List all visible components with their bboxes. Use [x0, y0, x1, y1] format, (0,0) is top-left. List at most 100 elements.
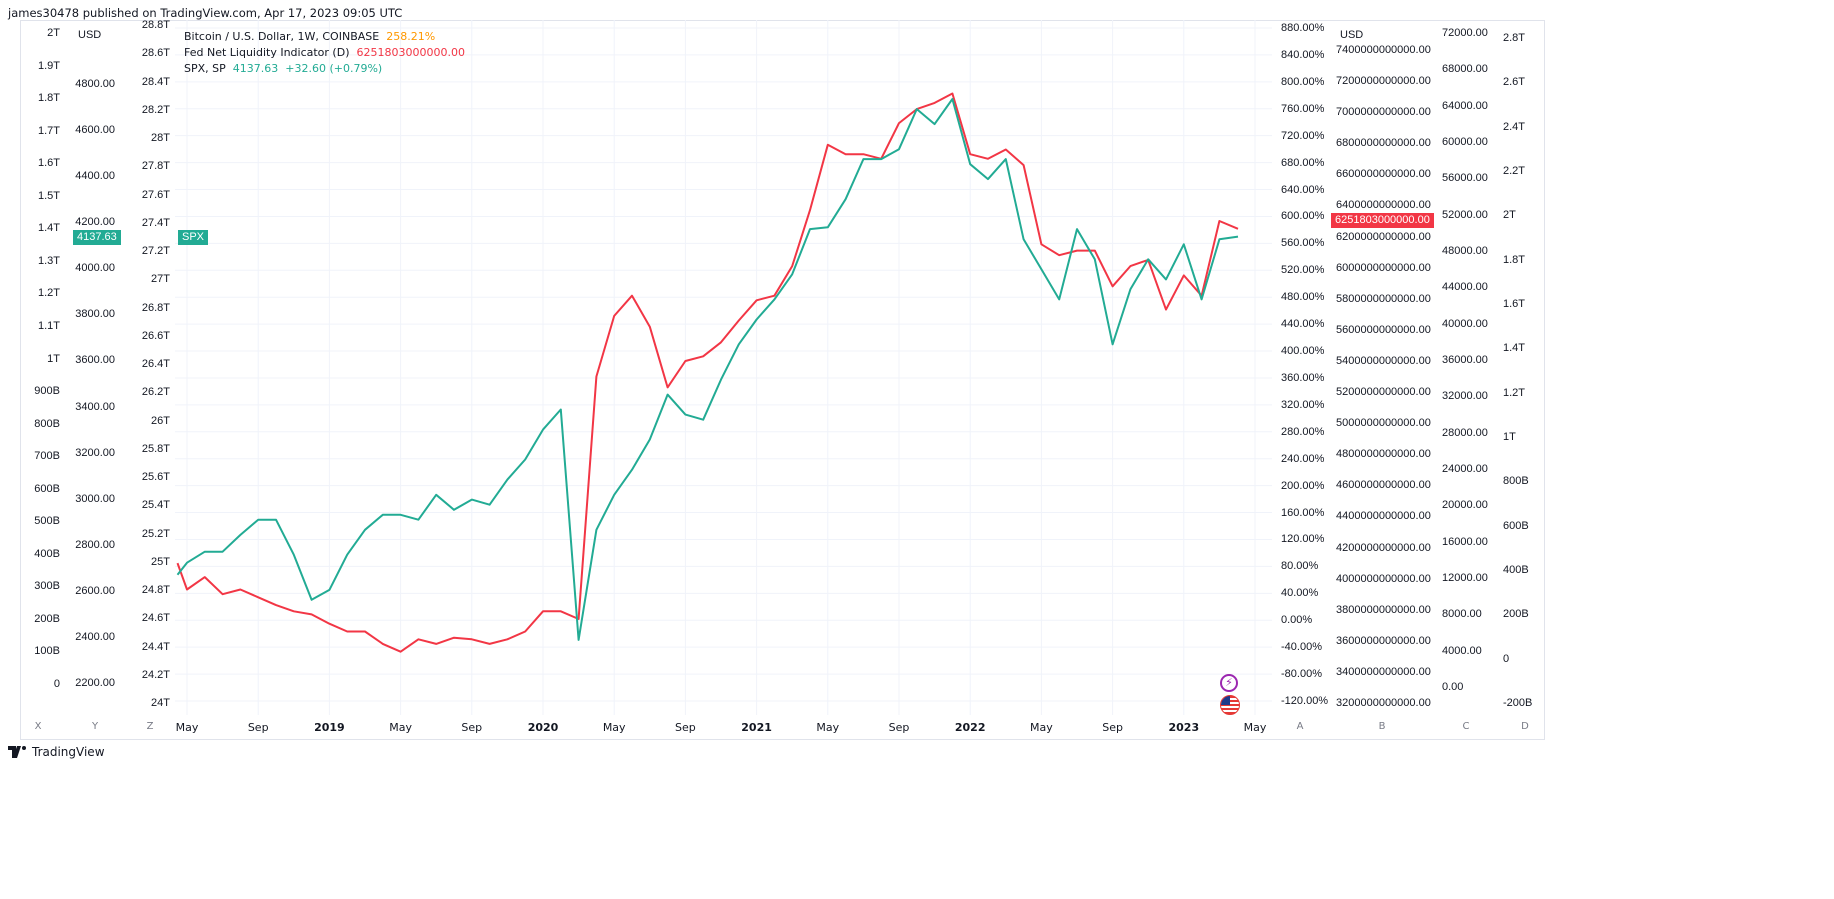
- right-axis-2-tick: 6800000000000.00: [1336, 137, 1431, 150]
- legend-fed: Fed Net Liquidity Indicator (D) 62518030…: [184, 45, 465, 61]
- scale-button-b[interactable]: B: [1378, 721, 1386, 732]
- right-axis-4-tick: 1.6T: [1503, 298, 1526, 310]
- spx-line: [176, 98, 1239, 641]
- right-axis-2-tick: 5200000000000.00: [1336, 386, 1431, 399]
- scale-button-d[interactable]: D: [1521, 721, 1529, 732]
- left-axis-2-tick: 2600.00: [75, 584, 115, 597]
- left-axis-2-tick: 2800.00: [75, 538, 115, 551]
- right-axis-1-tick: 720.00%: [1281, 129, 1325, 142]
- right-axis-4-tick: 1.2T: [1503, 386, 1526, 399]
- x-axis-tick: Sep: [675, 721, 696, 734]
- x-axis-tick: 2019: [314, 721, 345, 734]
- left-axis-3-tick: 24.6T: [141, 612, 170, 625]
- left-axis-1-tick: 1.9T: [37, 59, 60, 72]
- right-axis-3-tick: 64000.00: [1442, 99, 1488, 112]
- right-axis-1-tick: 880.00%: [1281, 22, 1325, 34]
- right-axis-1-tick: 280.00%: [1281, 425, 1325, 438]
- left-axis-1-tick: 800B: [34, 417, 60, 430]
- right-axis-4-tick: 1T: [1503, 431, 1516, 443]
- x-axis-tick: Sep: [461, 721, 483, 734]
- right-axis-2-tick: 4800000000000.00: [1336, 448, 1431, 461]
- us-flag-event-icon[interactable]: [1220, 695, 1240, 715]
- right-axis-1-tick: 440.00%: [1281, 318, 1325, 331]
- right-axis-4-tick: 2.2T: [1503, 165, 1526, 177]
- left-axis-3-tick: 25.6T: [141, 471, 170, 483]
- left-axis-3-tick: 26.6T: [141, 329, 170, 342]
- scale-button-y[interactable]: Y: [91, 721, 99, 732]
- scale-button-c[interactable]: C: [1462, 721, 1470, 732]
- right-axis-3-tick: 44000.00: [1442, 281, 1488, 294]
- right-axis-1-tick: 560.00%: [1281, 237, 1325, 250]
- right-axis-2-tick: 5000000000000.00: [1336, 417, 1431, 430]
- right-axis-4-tick: 2.4T: [1503, 120, 1526, 133]
- scale-button-a[interactable]: A: [1296, 721, 1304, 732]
- right-axis-1-tick: -80.00%: [1281, 668, 1322, 681]
- right-axis-4-tick: 600B: [1503, 519, 1529, 532]
- legend: Bitcoin / U.S. Dollar, 1W, COINBASE 258.…: [184, 29, 465, 77]
- lightning-event-icon[interactable]: ⚡: [1220, 674, 1238, 692]
- right-axis-3-tick: 52000.00: [1442, 208, 1488, 221]
- right-axis-3-tick: 0.00: [1442, 681, 1464, 693]
- left-axis-2-tick: 3400.00: [75, 400, 115, 413]
- x-axis-tick: May: [389, 721, 412, 734]
- right-axis-2-tick: 7200000000000.00: [1336, 75, 1431, 88]
- currency-label: USD: [1340, 29, 1364, 41]
- left-axis-3-tick: 27.2T: [141, 245, 170, 257]
- right-axis-2-tick: 7400000000000.00: [1336, 44, 1431, 56]
- x-axis-tick: May: [602, 721, 626, 734]
- footer: TradingView: [8, 745, 105, 759]
- right-axis-2-tick: 4000000000000.00: [1336, 572, 1431, 585]
- right-axis-1-tick: 240.00%: [1281, 452, 1325, 465]
- right-axis-1-tick: 200.00%: [1281, 479, 1325, 492]
- left-axis-1-tick: 700B: [34, 450, 60, 463]
- scale-button-z[interactable]: Z: [146, 721, 154, 732]
- left-axis-1-tick: 300B: [34, 580, 60, 593]
- left-axis-2-tick: 3000.00: [75, 492, 115, 505]
- left-axis-3-tick: 28.4T: [141, 75, 170, 88]
- right-axis-2-tick: 5600000000000.00: [1336, 323, 1431, 336]
- left-axis-3-tick: 24.4T: [141, 640, 170, 653]
- right-axis-3-tick: 16000.00: [1442, 535, 1488, 548]
- right-axis-2-tick: 5800000000000.00: [1336, 292, 1431, 305]
- left-axis-3-tick: 28.6T: [141, 47, 170, 60]
- right-axis-3-tick: 56000.00: [1442, 172, 1488, 185]
- left-axis-1-tick: 200B: [34, 612, 60, 625]
- left-axis-2-tick: 3200.00: [75, 446, 115, 459]
- right-axis-1-tick: 320.00%: [1281, 398, 1325, 411]
- right-axis-1-tick: -40.00%: [1281, 641, 1322, 654]
- legend-spx-label: SPX, SP: [184, 62, 226, 75]
- left-axis-3-tick: 27.8T: [141, 160, 170, 173]
- left-axis-1-tick: 1.2T: [37, 287, 60, 300]
- right-axis-3-tick: 4000.00: [1442, 644, 1482, 657]
- left-axis-3-tick: 24.8T: [141, 584, 170, 596]
- left-axis-3-tick: 27T: [151, 273, 170, 286]
- left-axis-1-tick: 1T: [47, 352, 60, 365]
- right-axis-4-tick: 2.6T: [1503, 76, 1526, 89]
- left-axis-2-tick: 4800.00: [75, 78, 115, 90]
- left-axis-2-tick: 4000.00: [75, 262, 115, 275]
- right-axis-1-tick: 520.00%: [1281, 264, 1325, 277]
- x-axis-tick: May: [816, 721, 840, 734]
- right-axis-3-tick: 68000.00: [1442, 63, 1488, 76]
- x-axis-tick: 2021: [741, 721, 772, 734]
- right-axis-4-tick: 1.8T: [1503, 253, 1526, 266]
- chart-panel[interactable]: [20, 20, 1545, 740]
- legend-spx-value: 4137.63: [232, 62, 279, 75]
- right-axis-4-tick: 0: [1503, 652, 1510, 665]
- right-axis-1-tick: 360.00%: [1281, 371, 1325, 384]
- left-axis-3-tick: 26.4T: [141, 358, 170, 370]
- left-axis-3-tick: 28.8T: [141, 19, 170, 31]
- left-axis-3-tick: 27.6T: [141, 188, 170, 201]
- legend-btc-label: Bitcoin / U.S. Dollar, 1W, COINBASE: [184, 30, 380, 43]
- x-axis-tick: 2022: [954, 721, 986, 734]
- right-axis-4-tick: 1.4T: [1503, 342, 1526, 355]
- scale-button-x[interactable]: X: [34, 721, 42, 732]
- legend-fed-label: Fed Net Liquidity Indicator (D): [184, 46, 350, 59]
- right-axis-1-tick: 760.00%: [1281, 102, 1325, 115]
- fed-price-tag: 6251803000000.00: [1331, 213, 1434, 228]
- left-axis-3-tick: 28T: [151, 132, 170, 144]
- series-lines: [176, 92, 1239, 653]
- left-axis-3-tick: 27.4T: [141, 216, 170, 229]
- right-axis-3-tick: 48000.00: [1442, 245, 1488, 257]
